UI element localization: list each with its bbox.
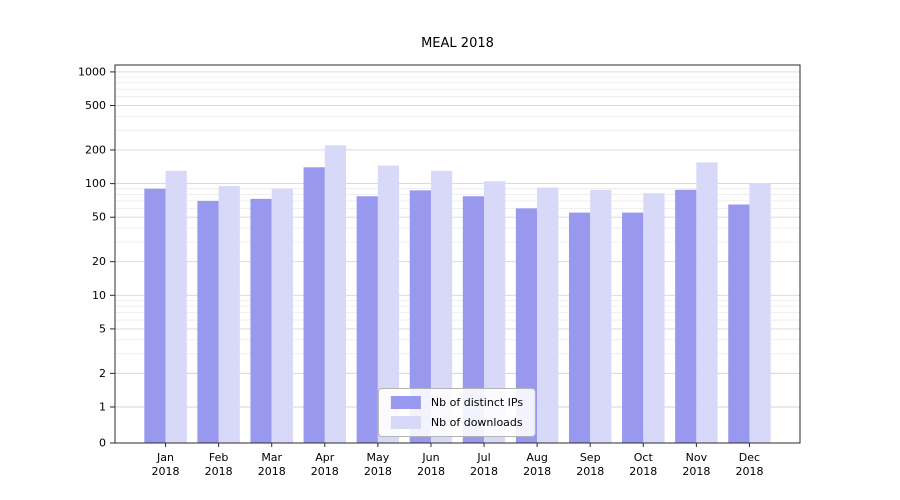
- bar-downloads: [643, 193, 665, 443]
- bar-distinct-ips: [515, 208, 538, 443]
- x-tick-label-month: Oct: [634, 451, 654, 464]
- bar-distinct-ips: [303, 167, 325, 443]
- bar-downloads: [377, 165, 400, 443]
- x-tick-label-month: Sep: [580, 451, 601, 464]
- bar-downloads: [696, 162, 718, 443]
- y-tick-label: 2: [99, 367, 106, 380]
- x-tick-label-year: 2018: [735, 465, 763, 478]
- legend-label-downloads: Nb of downloads: [430, 416, 523, 429]
- x-tick-label-month: Nov: [686, 451, 708, 464]
- bar-downloads: [324, 145, 347, 443]
- bar-distinct-ips: [728, 204, 750, 443]
- bar-distinct-ips: [144, 188, 166, 443]
- x-tick-label-year: 2018: [629, 465, 657, 478]
- bar-downloads: [484, 181, 506, 443]
- legend-label-distinct-ips: Nb of distinct IPs: [430, 396, 524, 409]
- legend-swatch-downloads: [390, 416, 421, 429]
- bar-distinct-ips: [409, 190, 431, 443]
- y-tick-label: 50: [92, 211, 106, 224]
- x-tick-label-year: 2018: [470, 465, 498, 478]
- bar-downloads: [165, 170, 187, 443]
- y-tick-label: 10: [92, 289, 106, 302]
- x-tick-label-year: 2018: [523, 465, 551, 478]
- x-tick-label-year: 2018: [258, 465, 286, 478]
- x-tick-label-year: 2018: [576, 465, 604, 478]
- x-tick-label-year: 2018: [364, 465, 392, 478]
- x-tick-label-month: May: [367, 451, 390, 464]
- legend-item-downloads: Nb of downloads: [390, 416, 523, 429]
- bar-downloads: [218, 186, 240, 444]
- x-tick-label-month: Jan: [156, 451, 174, 464]
- bar-downloads: [590, 189, 612, 443]
- bar-distinct-ips: [622, 212, 644, 443]
- x-tick-label-year: 2018: [311, 465, 339, 478]
- bar-downloads: [430, 170, 453, 443]
- y-tick-label: 500: [85, 99, 106, 112]
- bar-downloads: [271, 188, 293, 443]
- y-tick-label: 200: [85, 143, 106, 156]
- y-tick-label: 100: [85, 177, 106, 190]
- chart-legend: Nb of distinct IPs Nb of downloads: [377, 388, 537, 437]
- x-tick-label-month: Mar: [261, 451, 282, 464]
- x-tick-label-year: 2018: [152, 465, 180, 478]
- legend-item-distinct-ips: Nb of distinct IPs: [390, 396, 524, 409]
- x-tick-label-month: Dec: [739, 451, 760, 464]
- x-tick-label-year: 2018: [205, 465, 233, 478]
- x-tick-label-year: 2018: [682, 465, 710, 478]
- x-tick-label-month: Apr: [315, 451, 335, 464]
- axes-frame: [114, 64, 801, 444]
- bar-distinct-ips: [568, 212, 591, 443]
- y-tick-label: 20: [92, 255, 106, 268]
- bar-downloads: [537, 187, 559, 443]
- legend-swatch-distinct-ips: [390, 396, 421, 409]
- y-tick-label: 0: [99, 437, 106, 450]
- bar-distinct-ips: [356, 196, 378, 443]
- y-tick-label: 1: [99, 401, 106, 414]
- bar-distinct-ips: [462, 196, 485, 443]
- x-tick-label-month: Feb: [209, 451, 228, 464]
- x-tick-label-month: Jun: [421, 451, 439, 464]
- x-tick-label-month: Jul: [476, 451, 490, 464]
- chart-title: MEAL 2018: [421, 36, 494, 51]
- bar-distinct-ips: [250, 198, 272, 443]
- x-tick-label-year: 2018: [417, 465, 445, 478]
- bar-distinct-ips: [675, 189, 697, 443]
- bar-distinct-ips: [197, 200, 219, 443]
- y-tick-label: 5: [99, 322, 106, 335]
- y-tick-label: 1000: [78, 65, 106, 78]
- x-tick-label-month: Aug: [526, 451, 547, 464]
- bar-downloads: [749, 183, 771, 443]
